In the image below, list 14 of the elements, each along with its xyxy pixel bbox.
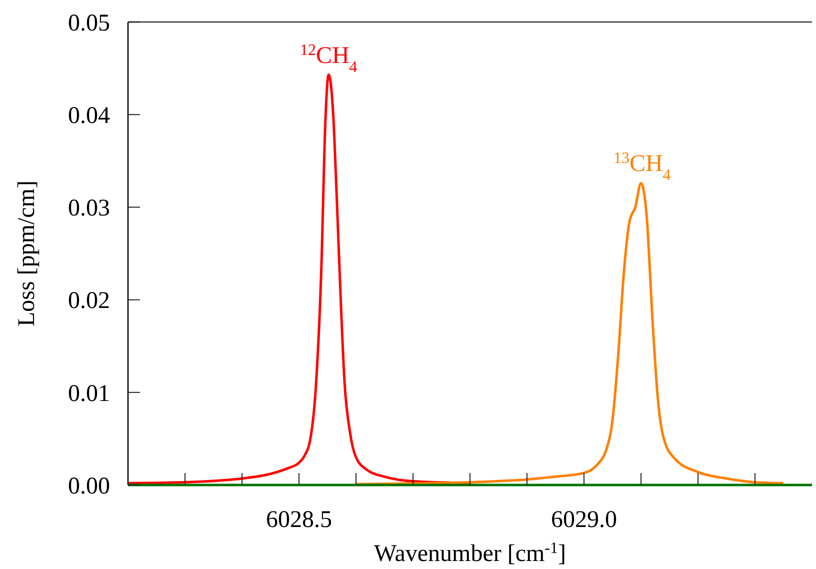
line-series	[126, 74, 472, 484]
y-tick-label: 0.02	[68, 288, 110, 314]
annotation: $^{12}$CH$_{4}$	[300, 41, 358, 76]
y-tick-label: 0.01	[68, 380, 110, 407]
y-axis-title: Loss [ppm/cm]	[14, 180, 40, 326]
y-tick-label: 0.04	[68, 103, 110, 129]
x-tick-label: 6028.5	[266, 507, 332, 533]
y-tick-label: 0.03	[68, 196, 110, 222]
line-series	[354, 182, 785, 486]
y-tick-label: 0.05	[68, 10, 110, 36]
annotation: $^{13}$CH$_{4}$	[613, 150, 671, 184]
y-tick-label: 0.00	[68, 473, 110, 500]
x-axis-title: Wavenumber [cm$^{-1}$]	[374, 540, 566, 567]
x-tick-label: 6029.0	[551, 507, 617, 533]
